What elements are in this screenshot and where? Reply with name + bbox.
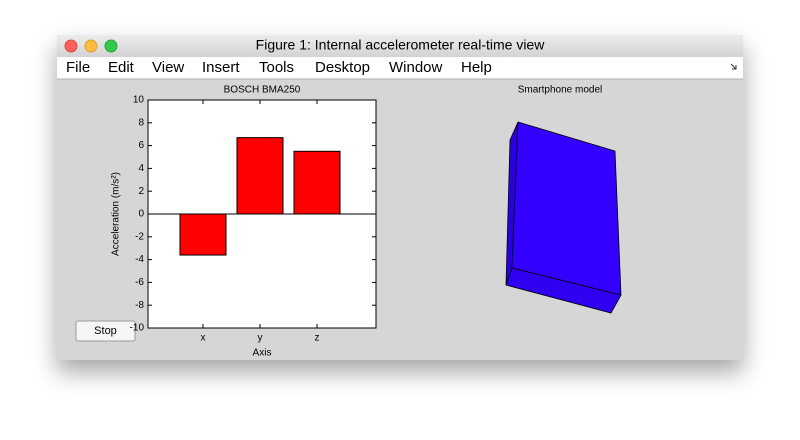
zoom-button[interactable] (104, 39, 118, 53)
model-title: Smartphone model (518, 85, 603, 96)
menu-item[interactable]: Insert (202, 59, 240, 76)
x-tick-label: z (315, 333, 320, 344)
bar (236, 137, 284, 215)
y-tick-label: -8 (135, 300, 144, 311)
menu-item[interactable]: Window (389, 59, 443, 76)
title-bar (57, 35, 743, 57)
chart-title: BOSCH BMA250 (224, 85, 301, 96)
y-tick-label: -6 (135, 277, 144, 288)
bar (179, 213, 227, 256)
y-tick-label: 0 (138, 209, 144, 220)
y-tick-label: -10 (130, 323, 145, 334)
minimize-button[interactable] (84, 39, 98, 53)
y-tick-label: -2 (135, 231, 144, 242)
y-tick-label: 10 (133, 95, 145, 106)
x-tick-label: y (258, 333, 263, 344)
menu-item[interactable]: View (152, 59, 184, 76)
phone-face (511, 121, 622, 296)
bar (293, 150, 341, 215)
y-tick-label: 2 (138, 186, 144, 197)
menu-item[interactable]: Edit (108, 59, 135, 76)
y-tick-label: 4 (138, 163, 144, 174)
menu-bar (57, 57, 743, 79)
y-tick-label: 8 (138, 117, 144, 128)
menu-item[interactable]: Desktop (315, 59, 370, 76)
stop-label[interactable]: Stop (94, 325, 117, 337)
close-button[interactable] (64, 39, 78, 53)
smartphone-model (505, 121, 622, 314)
menu-item[interactable]: Tools (259, 59, 294, 76)
menu-item[interactable]: Help (461, 59, 492, 76)
y-tick-label: 6 (138, 140, 144, 151)
y-axis-label: Acceleration (m/s²) (111, 172, 122, 256)
phone-edge (505, 267, 622, 314)
dock-icon[interactable] (730, 63, 737, 70)
menu-item[interactable]: File (66, 59, 90, 76)
window-title: Figure 1: Internal accelerometer real-ti… (256, 37, 546, 53)
x-axis-label: Axis (253, 348, 272, 359)
x-tick-label: x (201, 333, 206, 344)
y-tick-label: -4 (135, 254, 144, 265)
stop-button[interactable] (75, 320, 136, 342)
